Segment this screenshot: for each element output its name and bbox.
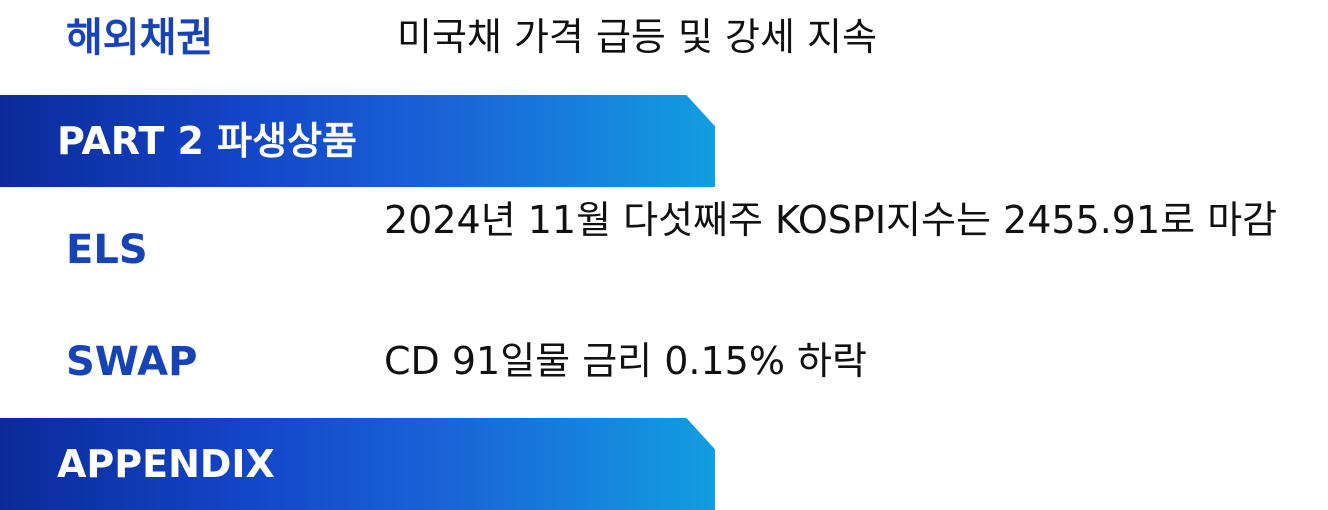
els-summary: 2024년 11월 다섯째주 KOSPI지수는 2455.91로 마감 [384, 198, 1278, 242]
els-label: ELS [66, 227, 148, 273]
part2-section-banner: PART 2 파생상품 [0, 95, 715, 187]
appendix-section-banner: APPENDIX [0, 418, 715, 510]
overseas-bond-summary: 미국채 가격 급등 및 강세 지속 [397, 15, 877, 59]
part2-section-title: PART 2 파생상품 [57, 119, 357, 163]
swap-label: SWAP [66, 339, 198, 385]
overseas-bond-label: 해외채권 [66, 15, 214, 61]
appendix-section-title: APPENDIX [57, 442, 275, 486]
swap-summary: CD 91일물 금리 0.15% 하락 [384, 339, 867, 383]
